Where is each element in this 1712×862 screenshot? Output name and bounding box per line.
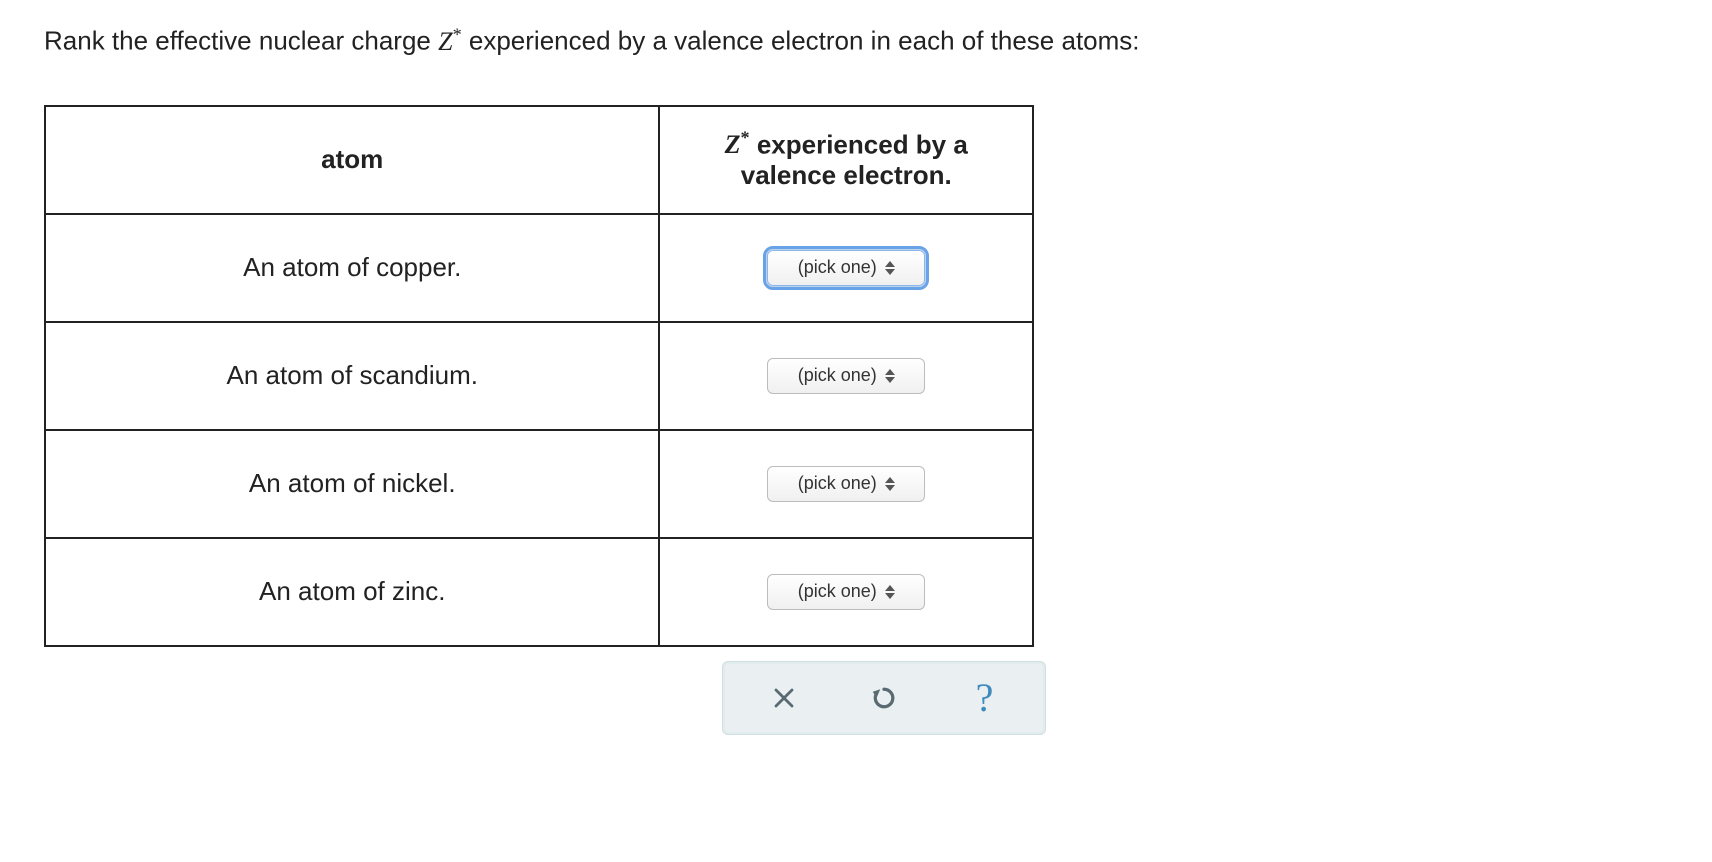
select-cell: (pick one) (659, 430, 1033, 538)
atom-cell: An atom of copper. (45, 214, 659, 322)
action-bar: ? (722, 661, 1046, 735)
atom-cell: An atom of nickel. (45, 430, 659, 538)
rank-select-label: (pick one) (798, 581, 877, 602)
prompt-text-before: Rank the effective nuclear charge (44, 26, 438, 56)
column-header-atom: atom (45, 106, 659, 214)
atom-label: An atom of copper. (243, 252, 461, 282)
help-icon: ? (976, 674, 994, 721)
reset-button[interactable] (844, 668, 924, 728)
atom-cell: An atom of scandium. (45, 322, 659, 430)
atom-label: An atom of zinc. (259, 576, 445, 606)
rank-select[interactable]: (pick one) (767, 466, 925, 502)
table-row: An atom of copper. (pick one) (45, 214, 1033, 322)
rank-select-label: (pick one) (798, 365, 877, 386)
undo-icon (869, 683, 899, 713)
chevron-updown-icon (885, 369, 895, 383)
question-prompt: Rank the effective nuclear charge Z* exp… (44, 24, 1668, 57)
atom-cell: An atom of zinc. (45, 538, 659, 646)
prompt-text-after: experienced by a valence electron in eac… (462, 26, 1140, 56)
ranking-table-body: An atom of copper.(pick one)An atom of s… (45, 214, 1033, 646)
chevron-updown-icon (885, 585, 895, 599)
chevron-updown-icon (885, 261, 895, 275)
select-cell: (pick one) (659, 322, 1033, 430)
atom-label: An atom of scandium. (227, 360, 478, 390)
rank-select[interactable]: (pick one) (767, 250, 925, 286)
atom-label: An atom of nickel. (249, 468, 456, 498)
close-icon (772, 686, 796, 710)
column-header-zstar: Z* experienced by a valence electron. (659, 106, 1033, 214)
clear-button[interactable] (744, 668, 824, 728)
rank-select-label: (pick one) (798, 473, 877, 494)
z-star-symbol: Z* (438, 27, 462, 56)
table-row: An atom of scandium. (pick one) (45, 322, 1033, 430)
rank-select-label: (pick one) (798, 257, 877, 278)
table-row: An atom of nickel. (pick one) (45, 430, 1033, 538)
ranking-table: atom Z* experienced by a valence electro… (44, 105, 1034, 647)
select-cell: (pick one) (659, 214, 1033, 322)
table-row: An atom of zinc. (pick one) (45, 538, 1033, 646)
rank-select[interactable]: (pick one) (767, 358, 925, 394)
help-button[interactable]: ? (945, 668, 1025, 728)
question-page: Rank the effective nuclear charge Z* exp… (0, 0, 1712, 759)
select-cell: (pick one) (659, 538, 1033, 646)
rank-select[interactable]: (pick one) (767, 574, 925, 610)
chevron-updown-icon (885, 477, 895, 491)
